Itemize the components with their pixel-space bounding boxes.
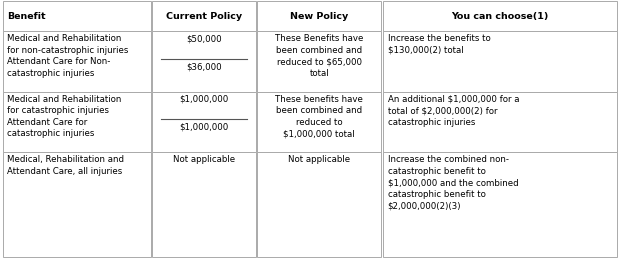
Text: $50,000: $50,000 <box>186 34 222 43</box>
Text: Benefit: Benefit <box>7 12 46 21</box>
Bar <box>383 1 617 31</box>
Bar <box>152 1 256 31</box>
Text: $1,000,000: $1,000,000 <box>179 122 229 131</box>
Text: Medical and Rehabilitation
for catastrophic injuries
Attendant Care for
catastro: Medical and Rehabilitation for catastrop… <box>7 95 122 138</box>
Bar <box>3 1 151 31</box>
Text: Increase the combined non-
catastrophic benefit to
$1,000,000 and the combined
c: Increase the combined non- catastrophic … <box>388 155 518 210</box>
Bar <box>383 92 617 152</box>
Bar <box>257 31 381 92</box>
Text: Medical, Rehabilitation and
Attendant Care, all injuries: Medical, Rehabilitation and Attendant Ca… <box>7 155 125 176</box>
Text: Medical and Rehabilitation
for non-catastrophic injuries
Attendant Care for Non-: Medical and Rehabilitation for non-catas… <box>7 34 129 78</box>
Bar <box>383 31 617 92</box>
Text: You can choose(1): You can choose(1) <box>451 12 549 21</box>
Bar <box>152 31 256 92</box>
Text: $36,000: $36,000 <box>186 62 222 71</box>
Text: These benefits have
been combined and
reduced to
$1,000,000 total: These benefits have been combined and re… <box>275 95 363 138</box>
Bar <box>3 92 151 152</box>
Bar <box>257 92 381 152</box>
Bar <box>257 1 381 31</box>
Text: New Policy: New Policy <box>290 12 348 21</box>
Text: An additional $1,000,000 for a
total of $2,000,000(2) for
catastrophic injuries: An additional $1,000,000 for a total of … <box>388 95 519 127</box>
Bar <box>152 152 256 257</box>
Bar <box>3 152 151 257</box>
Text: Not applicable: Not applicable <box>288 155 350 164</box>
Text: Increase the benefits to
$130,000(2) total: Increase the benefits to $130,000(2) tot… <box>388 34 490 55</box>
Bar <box>383 152 617 257</box>
Text: These Benefits have
been combined and
reduced to $65,000
total: These Benefits have been combined and re… <box>275 34 363 78</box>
Bar <box>152 92 256 152</box>
Text: Current Policy: Current Policy <box>166 12 242 21</box>
Bar <box>257 152 381 257</box>
Text: $1,000,000: $1,000,000 <box>179 95 229 104</box>
Text: Not applicable: Not applicable <box>173 155 235 164</box>
Bar <box>3 31 151 92</box>
